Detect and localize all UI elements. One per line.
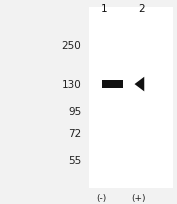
- Text: 2: 2: [138, 4, 145, 14]
- Text: (-): (-): [97, 193, 107, 202]
- Bar: [102, 81, 123, 89]
- Text: 250: 250: [62, 41, 81, 51]
- Text: 72: 72: [68, 129, 81, 139]
- Bar: [88, 8, 173, 188]
- Text: (+): (+): [132, 193, 146, 202]
- Text: 55: 55: [68, 155, 81, 165]
- Polygon shape: [135, 77, 144, 92]
- Text: 95: 95: [68, 106, 81, 116]
- Text: 1: 1: [101, 4, 108, 14]
- Text: 130: 130: [62, 80, 81, 90]
